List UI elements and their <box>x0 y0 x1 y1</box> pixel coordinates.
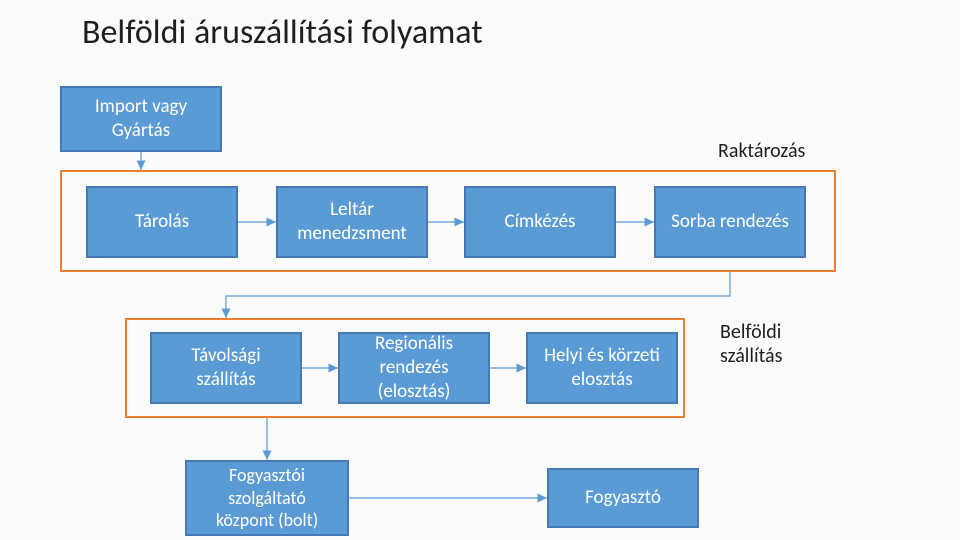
node-tavolsagi-szallitas: Távolsági szállítás <box>150 332 302 404</box>
label-raktarozas: Raktározás <box>718 139 805 163</box>
edge-frame-raktarozas-to-frame-szallitas <box>226 272 730 318</box>
node-helyi-elosztas: Helyi és körzeti elosztás <box>526 332 678 404</box>
node-cimkezes: Címkézés <box>464 186 616 258</box>
node-sorba-rendezes: Sorba rendezés <box>654 186 806 258</box>
node-regionalis-rendezes: Regionális rendezés (elosztás) <box>338 332 490 404</box>
diagram-canvas: Belföldi áruszállítási folyamat Raktároz… <box>0 0 960 540</box>
node-import-gyartas: Import vagy Gyártás <box>60 86 222 152</box>
node-fogyaszto: Fogyasztó <box>547 468 699 528</box>
node-leltar-menedzsment: Leltár menedzsment <box>276 186 428 258</box>
node-fogyasztoi-kozpont: Fogyasztói szolgáltató központ (bolt) <box>185 460 349 536</box>
label-szallitas: Belföldi szállítás <box>720 320 782 368</box>
page-title: Belföldi áruszállítási folyamat <box>82 12 483 53</box>
node-tarolas: Tárolás <box>86 186 238 258</box>
